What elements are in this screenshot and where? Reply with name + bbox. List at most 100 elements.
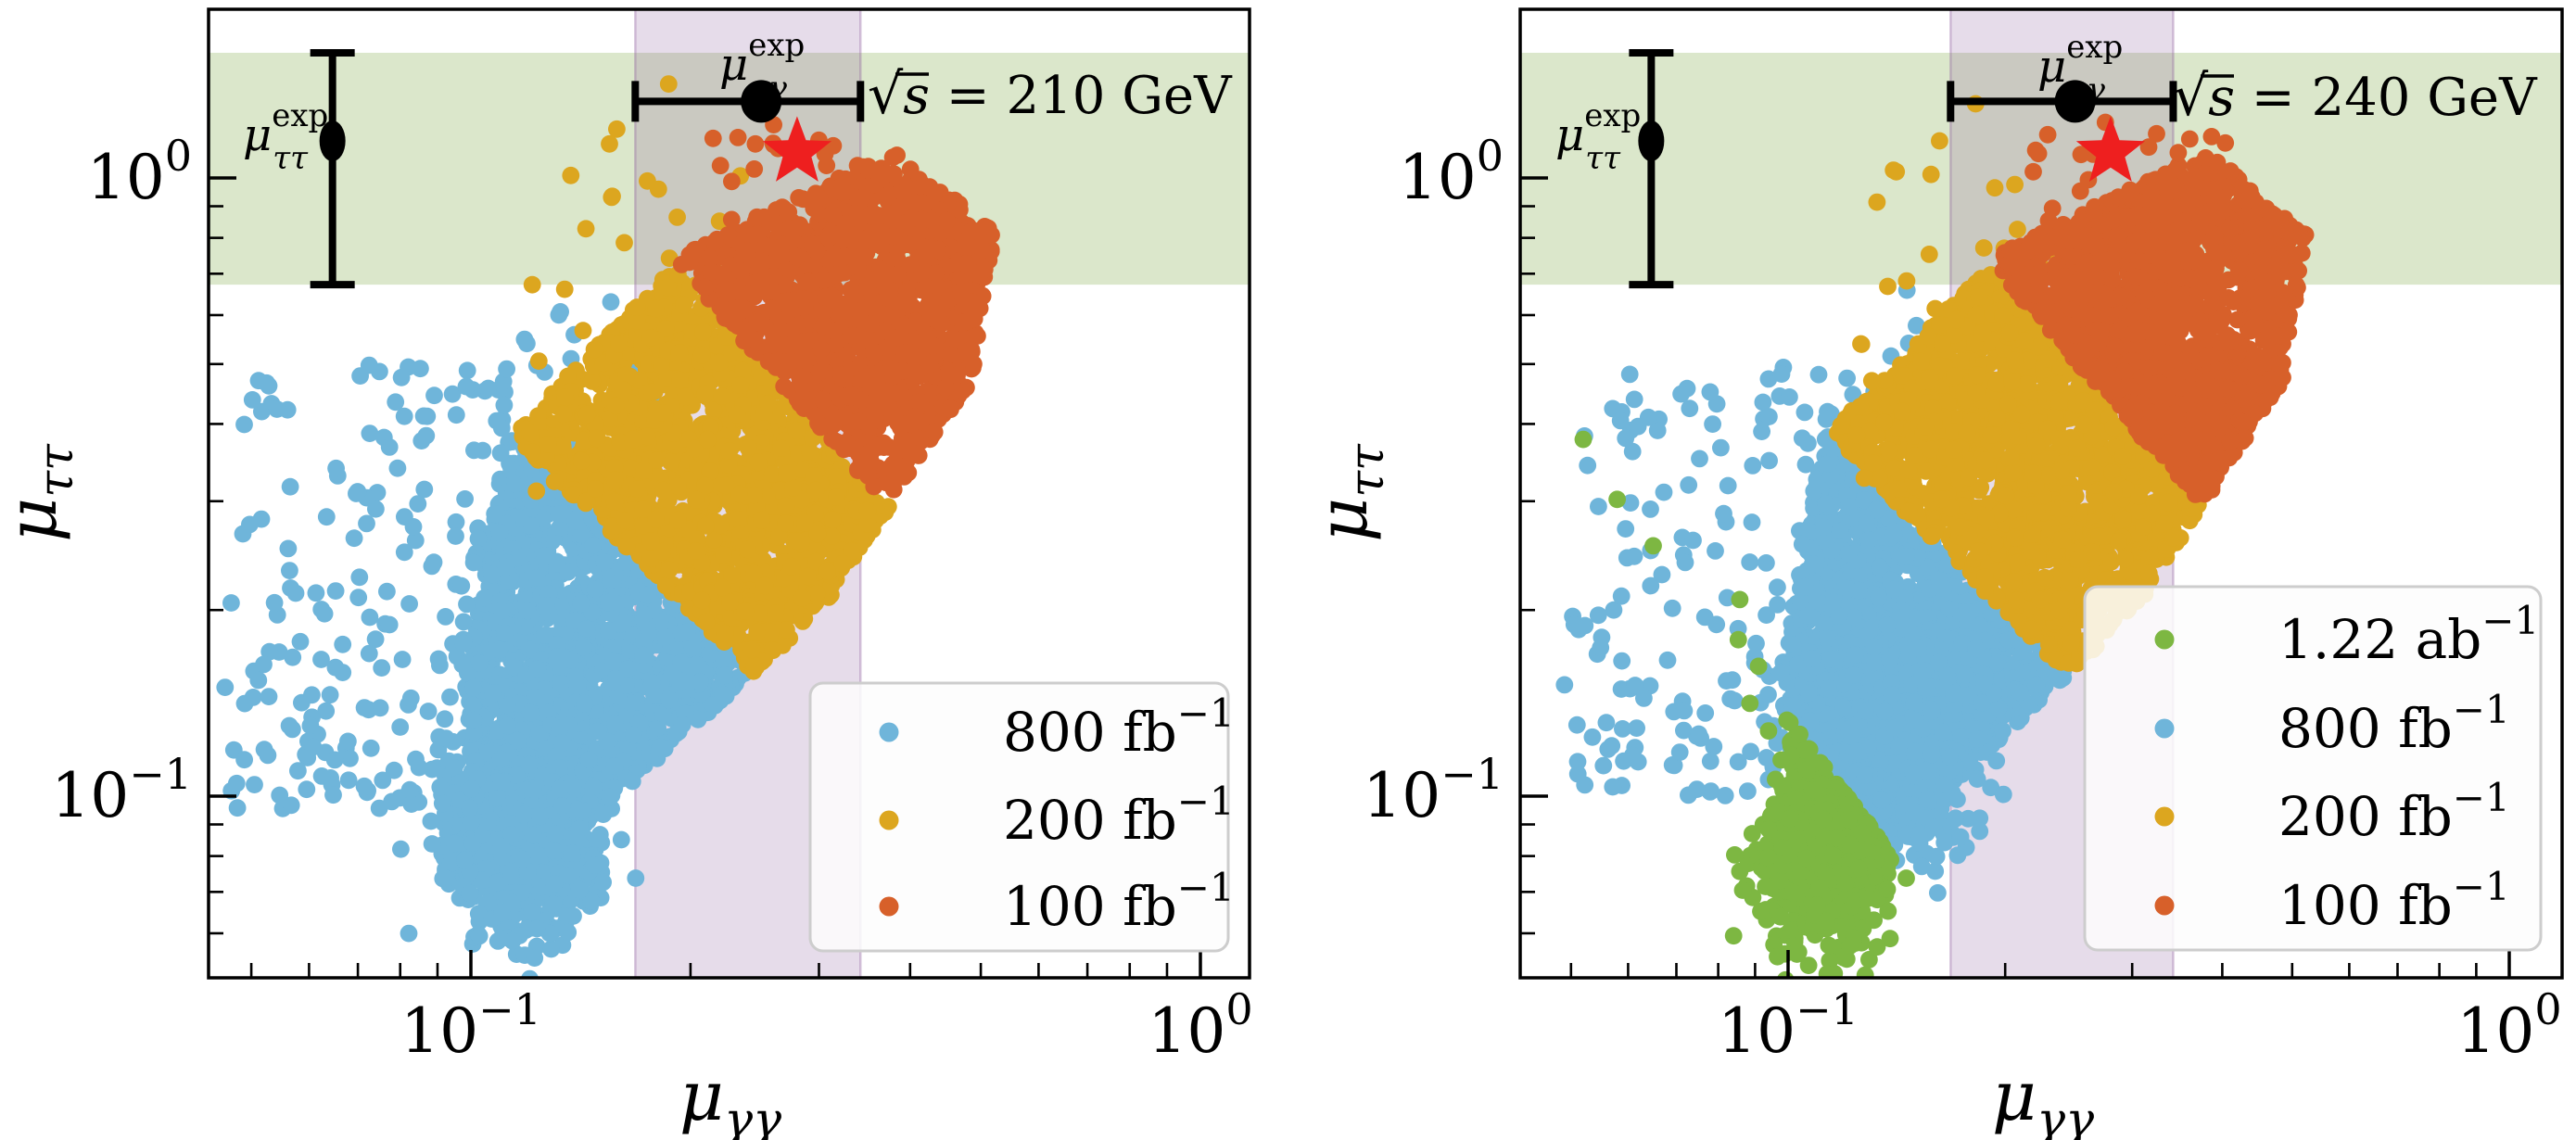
scatter-point bbox=[286, 584, 305, 602]
scatter-point bbox=[461, 884, 479, 903]
scatter-point bbox=[521, 424, 539, 442]
scatter-point bbox=[608, 120, 626, 138]
scatter-point bbox=[371, 699, 389, 717]
scatter-point bbox=[265, 593, 284, 612]
scatter-point bbox=[627, 869, 645, 887]
scatter-point bbox=[437, 608, 454, 626]
scatter-point bbox=[888, 146, 906, 164]
scatter-point bbox=[731, 376, 750, 395]
scatter-point bbox=[572, 451, 590, 470]
scatter-point bbox=[521, 969, 539, 978]
scatter-point bbox=[858, 501, 877, 520]
scatter-point bbox=[349, 483, 367, 500]
scatter-point bbox=[463, 696, 482, 715]
scatter-point bbox=[446, 834, 463, 853]
scatter-point bbox=[639, 586, 657, 604]
scatter-point bbox=[521, 703, 539, 722]
scatter-point bbox=[605, 715, 624, 732]
scatter-point bbox=[528, 569, 546, 587]
scatter-point bbox=[601, 788, 618, 806]
scatter-point bbox=[454, 634, 473, 652]
scatter-point bbox=[447, 406, 465, 424]
scatter-point bbox=[584, 779, 603, 796]
scatter-point bbox=[623, 772, 641, 791]
scatter-point bbox=[291, 632, 310, 651]
scatter-point bbox=[828, 488, 845, 506]
scatter-point bbox=[404, 518, 423, 536]
scatter-point bbox=[604, 573, 622, 591]
scatter-point bbox=[464, 711, 483, 729]
scatter-point bbox=[795, 513, 814, 532]
scatter-point bbox=[749, 453, 768, 472]
scatter-point bbox=[673, 716, 692, 734]
scatter-point bbox=[508, 731, 527, 750]
scatter-point bbox=[349, 589, 368, 607]
scatter-point bbox=[498, 360, 515, 378]
scatter-point bbox=[334, 664, 352, 681]
scatter-point bbox=[431, 778, 450, 796]
scatter-point bbox=[280, 716, 298, 735]
scatter-point bbox=[755, 576, 774, 595]
scatter-point bbox=[778, 621, 795, 639]
scatter-point bbox=[653, 357, 670, 374]
scatter-point bbox=[523, 903, 541, 921]
scatter-point bbox=[361, 608, 379, 627]
scatter-point bbox=[577, 220, 595, 238]
scatter-point bbox=[324, 786, 342, 804]
scatter-point bbox=[523, 517, 540, 535]
scatter-point bbox=[417, 426, 436, 445]
scatter-point bbox=[610, 335, 628, 353]
scatter-point bbox=[526, 949, 544, 967]
scatter-point bbox=[605, 757, 624, 775]
scatter-point bbox=[486, 505, 504, 523]
scatter-point bbox=[710, 353, 729, 372]
scatter-point bbox=[619, 660, 637, 678]
scatter-point bbox=[502, 462, 521, 479]
scatter-point bbox=[617, 366, 636, 385]
scatter-point bbox=[441, 688, 459, 706]
scatter-point bbox=[823, 511, 842, 529]
scatter-point bbox=[692, 346, 711, 364]
scatter-point bbox=[423, 557, 441, 576]
scatter-point bbox=[563, 844, 581, 862]
scatter-point bbox=[491, 444, 510, 462]
scatter-point bbox=[456, 851, 474, 869]
scatter-point bbox=[635, 605, 654, 624]
scatter-point bbox=[531, 807, 550, 826]
scatter-point bbox=[696, 385, 715, 403]
scatter-point bbox=[423, 835, 441, 853]
scatter-point bbox=[282, 796, 300, 815]
scatter-point bbox=[828, 468, 846, 486]
scatter-point bbox=[582, 892, 601, 910]
scatter-point bbox=[561, 651, 579, 669]
scatter-point bbox=[588, 429, 606, 448]
scatter-point bbox=[458, 595, 476, 614]
scatter-point bbox=[345, 529, 363, 548]
scatter-point bbox=[339, 732, 357, 751]
scatter-point bbox=[572, 594, 590, 613]
scatter-point bbox=[456, 490, 474, 508]
scatter-point bbox=[617, 538, 636, 556]
scatter-point bbox=[576, 694, 594, 713]
scatter-point bbox=[235, 415, 253, 434]
scatter-point bbox=[433, 794, 451, 813]
scatter-point bbox=[447, 527, 464, 545]
scatter-point bbox=[366, 630, 385, 649]
scatter-point bbox=[315, 604, 334, 623]
scatter-point bbox=[312, 651, 330, 668]
scatter-point bbox=[555, 280, 574, 298]
scatter-point bbox=[464, 553, 483, 572]
scatter-point bbox=[748, 623, 767, 641]
scatter-point bbox=[545, 473, 564, 490]
scatter-point bbox=[548, 554, 566, 573]
scatter-point bbox=[577, 620, 596, 638]
scatter-point bbox=[767, 604, 785, 622]
scatter-point bbox=[355, 777, 374, 795]
scatter-point bbox=[714, 578, 731, 597]
scatter-point bbox=[601, 134, 618, 153]
scatter-point bbox=[568, 678, 587, 695]
scatter-point bbox=[350, 568, 369, 587]
scatter-point bbox=[321, 686, 339, 704]
